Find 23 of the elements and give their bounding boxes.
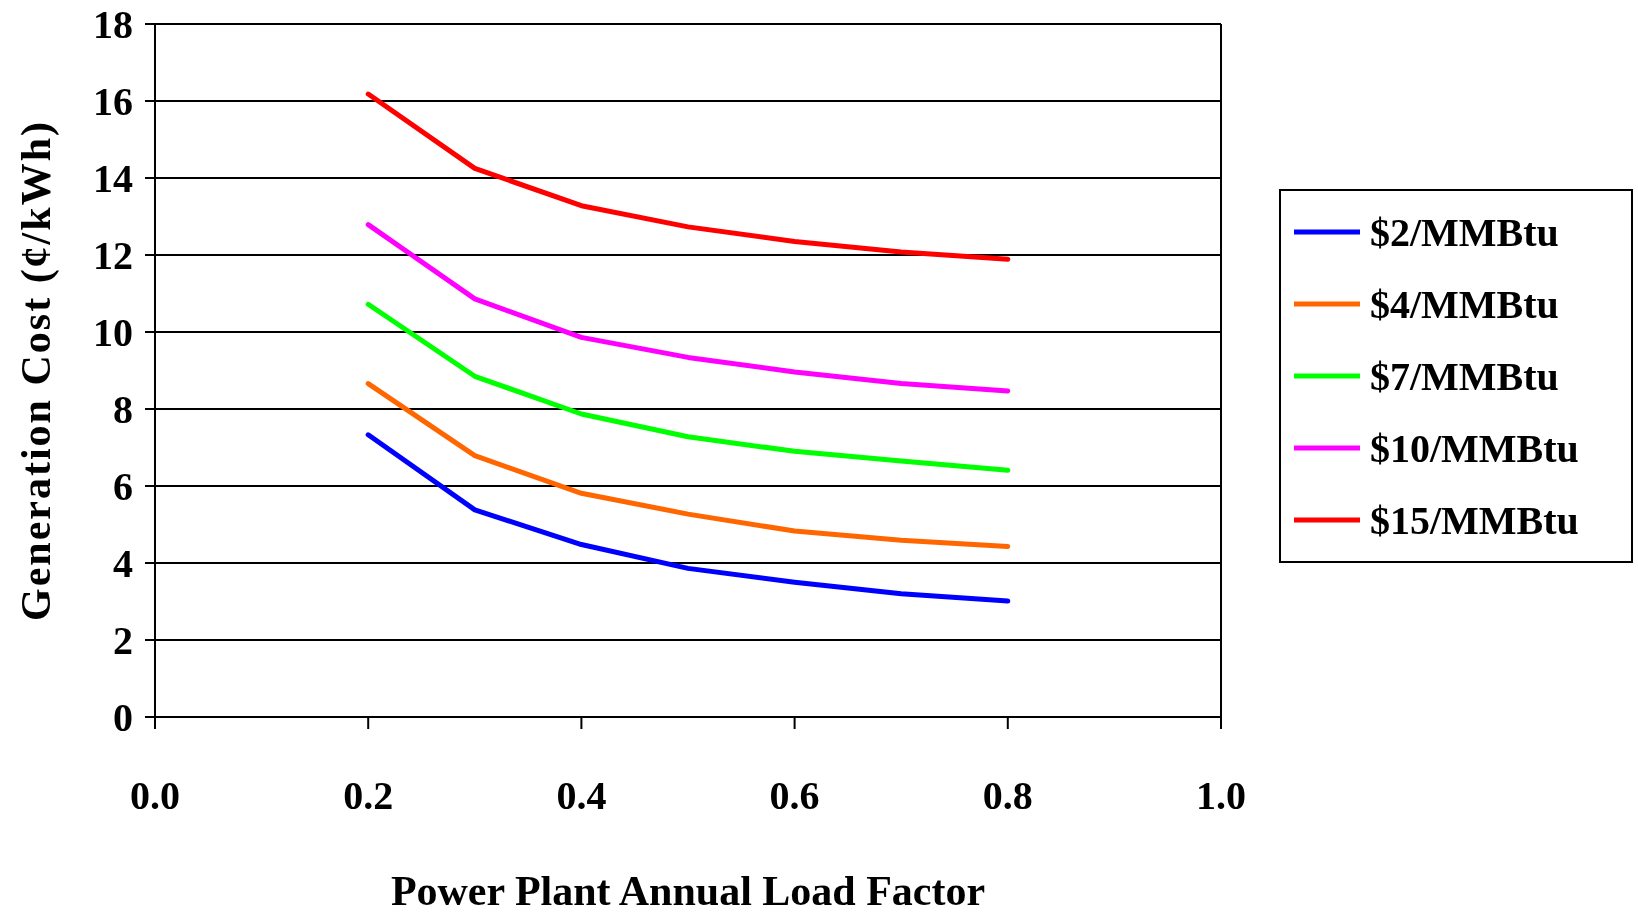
x-tick-label: 0.2 [343, 773, 394, 818]
y-tick-label: 16 [93, 79, 133, 124]
y-tick-label: 14 [93, 156, 133, 201]
x-tick-label: 0.0 [130, 773, 180, 818]
x-tick-label: 0.8 [982, 773, 1033, 818]
x-tick-label: 0.4 [556, 773, 607, 818]
legend-label: $2/MMBtu [1370, 210, 1559, 255]
y-tick-label: 10 [93, 310, 133, 355]
legend-label: $4/MMBtu [1370, 282, 1559, 327]
y-tick-label: 0 [113, 695, 133, 740]
y-tick-label: 18 [93, 2, 133, 47]
y-tick-label: 6 [113, 464, 133, 509]
x-tick-label: 0.6 [769, 773, 820, 818]
legend-label: $7/MMBtu [1370, 354, 1559, 399]
legend-label: $10/MMBtu [1370, 426, 1579, 471]
y-tick-label: 4 [113, 541, 133, 586]
y-axis-title: Generation Cost (¢/kWh) [13, 120, 60, 621]
x-tick-label: 1.0 [1196, 773, 1246, 818]
y-tick-label: 12 [93, 233, 133, 278]
y-tick-label: 8 [113, 387, 133, 432]
x-axis-title: Power Plant Annual Load Factor [390, 868, 986, 913]
legend-label: $15/MMBtu [1370, 498, 1579, 543]
y-tick-label: 2 [113, 618, 133, 663]
